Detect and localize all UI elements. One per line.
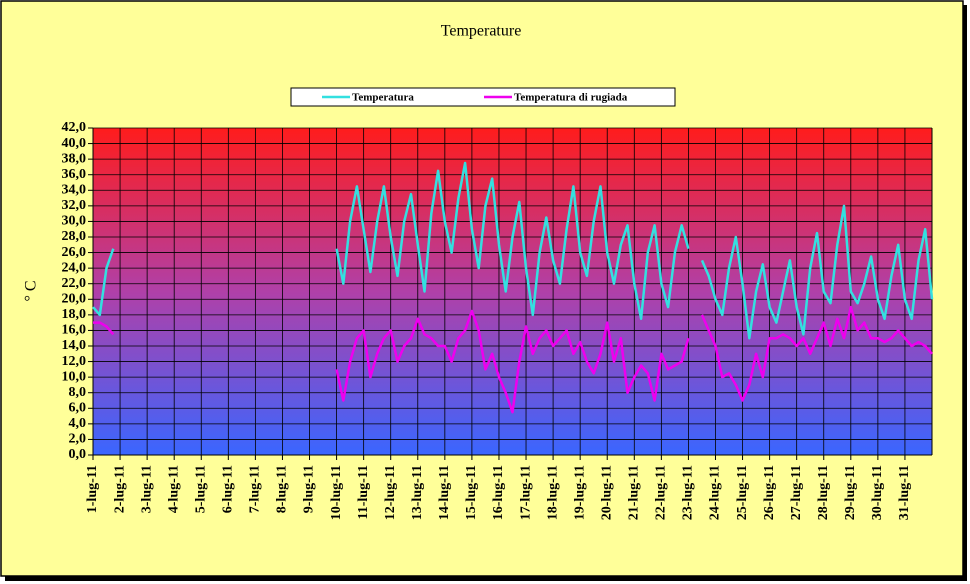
y-tick-label: 18,0	[62, 307, 87, 322]
x-tick-label: 15-lug-11	[464, 465, 479, 520]
x-tick-label: 4-lug-11	[166, 465, 181, 513]
y-tick-label: 4,0	[69, 416, 87, 431]
x-tick-label: 5-lug-11	[193, 465, 208, 513]
x-tick-label: 29-lug-11	[843, 465, 858, 520]
y-tick-label: 8,0	[69, 385, 87, 400]
x-tick-label: 7-lug-11	[248, 465, 263, 513]
series-line	[93, 305, 933, 414]
x-tick-label: 21-lug-11	[627, 465, 642, 520]
series-line	[92, 161, 934, 340]
y-tick-label: 34,0	[62, 183, 87, 198]
y-tick-label: 14,0	[62, 338, 87, 353]
x-tick-label: 20-lug-11	[599, 465, 614, 520]
y-tick-label: 20,0	[62, 292, 87, 307]
x-tick-label: 14-lug-11	[437, 465, 452, 520]
x-tick-label: 9-lug-11	[302, 465, 317, 513]
y-tick-label: 0,0	[69, 447, 87, 462]
y-tick-label: 36,0	[62, 167, 87, 182]
y-tick-label: 16,0	[62, 323, 87, 338]
legend-label: Temperatura	[352, 92, 414, 104]
x-tick-label: 1-lug-11	[85, 465, 100, 513]
x-tick-label: 11-lug-11	[356, 465, 371, 519]
x-tick-label: 30-lug-11	[870, 465, 885, 520]
chart-title: Temperature	[441, 23, 522, 40]
legend-label: Temperatura di rugiada	[514, 92, 628, 104]
y-tick-label: 2,0	[69, 432, 87, 447]
legend	[290, 87, 676, 107]
x-tick-label: 27-lug-11	[789, 465, 804, 520]
x-tick-label: 12-lug-11	[383, 465, 398, 520]
x-tick-label: 22-lug-11	[654, 465, 669, 520]
y-tick-label: 32,0	[62, 198, 87, 213]
y-tick-label: 6,0	[69, 401, 87, 416]
x-tick-label: 2-lug-11	[112, 465, 127, 513]
y-tick-label: 38,0	[62, 151, 87, 166]
x-tick-label: 8-lug-11	[275, 465, 290, 513]
y-tick-label: 12,0	[62, 354, 87, 369]
x-tick-label: 28-lug-11	[816, 465, 831, 520]
x-tick-label: 16-lug-11	[491, 465, 506, 520]
y-tick-label: 10,0	[62, 369, 87, 384]
y-axis-label: ° C	[23, 280, 40, 301]
x-tick-label: 26-lug-11	[762, 465, 777, 520]
plot-area	[93, 128, 932, 455]
y-tick-label: 22,0	[62, 276, 87, 291]
y-tick-label: 42,0	[62, 120, 87, 135]
x-tick-label: 3-lug-11	[139, 465, 154, 513]
x-tick-label: 18-lug-11	[545, 465, 560, 520]
x-tick-label: 19-lug-11	[572, 465, 587, 520]
y-tick-label: 24,0	[62, 260, 87, 275]
x-tick-label: 25-lug-11	[735, 465, 750, 520]
x-tick-label: 6-lug-11	[221, 465, 236, 513]
y-tick-label: 40,0	[62, 136, 87, 151]
x-tick-label: 17-lug-11	[518, 465, 533, 520]
x-tick-label: 24-lug-11	[708, 465, 723, 520]
x-tick-label: 13-lug-11	[410, 465, 425, 520]
y-tick-label: 28,0	[62, 229, 87, 244]
y-tick-label: 30,0	[62, 214, 87, 229]
y-tick-label: 26,0	[62, 245, 87, 260]
x-tick-label: 10-lug-11	[329, 465, 344, 520]
x-tick-label: 31-lug-11	[897, 465, 912, 520]
x-tick-label: 23-lug-11	[681, 465, 696, 520]
